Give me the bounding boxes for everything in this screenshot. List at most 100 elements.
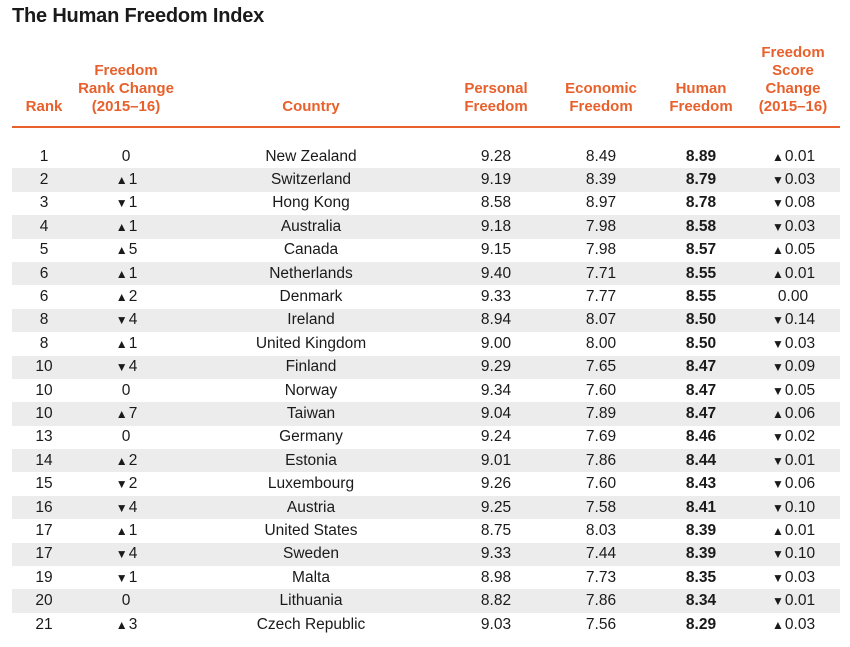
country-cell: Malta [176, 566, 446, 590]
economic-freedom-cell: 7.69 [546, 425, 656, 450]
column-header-personal-freedom: Personal Freedom [446, 44, 546, 127]
country-cell: Finland [176, 355, 446, 379]
score-change-cell: ▼0.05 [746, 378, 840, 403]
rank-change-value: 2 [128, 288, 138, 306]
personal-freedom-cell: 9.28 [446, 145, 546, 169]
economic-freedom-cell: 7.58 [546, 495, 656, 520]
table-row: 6 ▲2 Denmark 9.33 7.77 8.55 0.00 [12, 285, 840, 309]
score-change-cell: ▼0.01 [746, 449, 840, 473]
personal-freedom-cell: 9.00 [446, 332, 546, 356]
score-change-value: 0.10 [784, 498, 816, 516]
up-triangle-icon: ▲ [115, 290, 128, 305]
column-header-rank-change: Freedom Rank Change (2015–16) [76, 44, 176, 127]
up-triangle-icon: ▲ [771, 243, 784, 258]
rank-change-value: 1 [128, 194, 138, 212]
rank-change-value: 0 [121, 147, 131, 165]
rank-change-cell: 0 [76, 589, 176, 613]
rank-cell: 10 [12, 402, 76, 426]
column-header-line: Freedom [94, 62, 158, 79]
score-change-value: 0.03 [784, 217, 816, 235]
rank-change-cell: ▲1 [76, 168, 176, 192]
up-triangle-icon: ▲ [115, 243, 128, 258]
rank-cell: 17 [12, 542, 76, 567]
down-triangle-icon: ▼ [115, 547, 128, 562]
column-header-line: Human [675, 80, 727, 97]
rank-cell: 6 [12, 261, 76, 286]
table-row: 16 ▼4 Austria 9.25 7.58 8.41 ▼0.10 [12, 495, 840, 520]
personal-freedom-cell: 8.58 [446, 191, 546, 216]
score-change-cell: ▼0.03 [746, 215, 840, 239]
country-cell: Germany [176, 425, 446, 450]
economic-freedom-cell: 7.60 [546, 378, 656, 403]
human-freedom-cell: 8.46 [656, 425, 746, 450]
rank-cell: 8 [12, 332, 76, 356]
table-row: 8 ▼4 Ireland 8.94 8.07 8.50 ▼0.14 [12, 308, 840, 333]
human-freedom-cell: 8.89 [656, 145, 746, 169]
personal-freedom-cell: 8.82 [446, 589, 546, 613]
rank-cell: 13 [12, 425, 76, 450]
score-change-value: 0.01 [784, 451, 816, 469]
column-header-line: Personal [464, 80, 528, 97]
table-row: 20 0 Lithuania 8.82 7.86 8.34 ▼0.01 [12, 589, 840, 613]
personal-freedom-cell: 9.34 [446, 378, 546, 403]
economic-freedom-cell: 7.98 [546, 215, 656, 239]
column-header-line: Rank [25, 98, 63, 115]
rank-change-value: 2 [128, 451, 138, 469]
down-triangle-icon: ▼ [771, 383, 784, 398]
score-change-cell: 0.00 [746, 285, 840, 309]
rank-change-cell: ▲2 [76, 449, 176, 473]
column-header-line: Freedom [569, 98, 633, 115]
column-header-line: Country [282, 98, 340, 115]
rank-change-value: 0 [121, 592, 131, 610]
human-freedom-cell: 8.41 [656, 495, 746, 520]
score-change-value: 0.06 [784, 404, 816, 422]
country-cell: Denmark [176, 285, 446, 309]
rank-cell: 14 [12, 449, 76, 473]
score-change-value: 0.10 [784, 545, 816, 563]
country-cell: Estonia [176, 449, 446, 473]
rank-change-cell: ▲5 [76, 238, 176, 262]
score-change-value: 0.01 [784, 592, 816, 610]
personal-freedom-cell: 9.03 [446, 612, 546, 637]
rank-cell: 17 [12, 519, 76, 543]
down-triangle-icon: ▼ [771, 336, 784, 351]
rank-cell: 1 [12, 145, 76, 169]
human-freedom-cell: 8.29 [656, 612, 746, 637]
table-row: 15 ▼2 Luxembourg 9.26 7.60 8.43 ▼0.06 [12, 472, 840, 496]
human-freedom-cell: 8.43 [656, 472, 746, 496]
economic-freedom-cell: 7.65 [546, 355, 656, 379]
human-freedom-cell: 8.50 [656, 308, 746, 333]
country-cell: Czech Republic [176, 612, 446, 637]
personal-freedom-cell: 9.29 [446, 355, 546, 379]
country-cell: Canada [176, 238, 446, 262]
rank-cell: 4 [12, 215, 76, 239]
rank-change-value: 1 [128, 568, 138, 586]
rank-cell: 10 [12, 355, 76, 379]
rank-change-value: 4 [128, 545, 138, 563]
economic-freedom-cell: 7.44 [546, 542, 656, 567]
rank-cell: 21 [12, 612, 76, 637]
score-change-cell: ▼0.03 [746, 566, 840, 590]
country-cell: Switzerland [176, 168, 446, 192]
score-change-value: 0.09 [784, 358, 816, 376]
rank-change-value: 7 [128, 404, 138, 422]
rank-change-cell: 0 [76, 378, 176, 403]
rank-cell: 2 [12, 168, 76, 192]
table-row: 13 0 Germany 9.24 7.69 8.46 ▼0.02 [12, 425, 840, 450]
score-change-value: 0.03 [784, 615, 816, 633]
economic-freedom-cell: 7.71 [546, 261, 656, 286]
down-triangle-icon: ▼ [771, 477, 784, 492]
rank-change-cell: ▲1 [76, 332, 176, 356]
human-freedom-cell: 8.55 [656, 261, 746, 286]
score-change-value: 0.00 [777, 288, 809, 306]
rank-cell: 8 [12, 308, 76, 333]
column-header-economic-freedom: Economic Freedom [546, 44, 656, 127]
score-change-value: 0.02 [784, 428, 816, 446]
rank-cell: 5 [12, 238, 76, 262]
rank-change-value: 1 [128, 217, 138, 235]
score-change-cell: ▼0.03 [746, 168, 840, 192]
rank-cell: 19 [12, 566, 76, 590]
table-row: 1 0 New Zealand 9.28 8.49 8.89 ▲0.01 [12, 145, 840, 169]
human-freedom-cell: 8.47 [656, 355, 746, 379]
score-change-value: 0.03 [784, 334, 816, 352]
